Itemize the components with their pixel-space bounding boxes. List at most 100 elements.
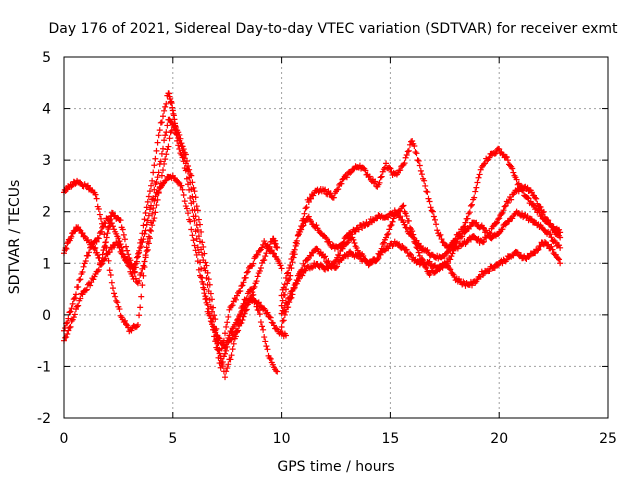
data-point [233, 329, 240, 336]
data-point [253, 278, 260, 285]
data-point [528, 189, 535, 196]
data-point [376, 251, 383, 258]
data-point [352, 228, 359, 235]
data-point [500, 207, 507, 214]
data-point [96, 255, 103, 262]
data-point [163, 177, 170, 184]
data-point [77, 276, 84, 283]
data-point [155, 169, 162, 176]
data-point [386, 226, 393, 233]
data-point [508, 196, 515, 203]
data-point [115, 235, 122, 242]
data-point [428, 207, 435, 214]
data-point [424, 189, 431, 196]
data-point [70, 296, 77, 303]
data-point [124, 256, 131, 263]
data-point [273, 367, 280, 374]
data-point [140, 262, 147, 269]
data-point [547, 220, 554, 227]
data-point [322, 186, 329, 193]
data-point [71, 294, 78, 301]
x-axis-label: GPS time / hours [277, 459, 394, 475]
data-point [439, 239, 446, 246]
data-point [105, 257, 112, 264]
data-point [243, 269, 250, 276]
data-point [532, 206, 539, 213]
data-point [372, 258, 379, 265]
data-point [145, 193, 152, 200]
data-point [540, 208, 547, 215]
data-point [533, 195, 540, 202]
data-point [218, 345, 225, 352]
data-point [284, 300, 291, 307]
data-point [539, 209, 546, 216]
data-point [101, 231, 108, 238]
data-point [218, 359, 225, 366]
data-point [96, 230, 103, 237]
data-point [259, 244, 266, 251]
data-point [256, 311, 263, 318]
data-point [403, 213, 410, 220]
data-point [97, 215, 104, 222]
data-point [146, 206, 153, 213]
data-point [261, 334, 268, 341]
data-point [412, 239, 419, 246]
data-point [114, 299, 121, 306]
data-point [414, 157, 421, 164]
data-point [326, 238, 333, 245]
data-point [225, 313, 232, 320]
data-point [75, 302, 82, 309]
data-point [504, 200, 511, 207]
data-point [318, 262, 325, 269]
data-point [178, 140, 185, 147]
data-point [151, 162, 158, 169]
data-point [262, 253, 269, 260]
data-point [158, 150, 165, 157]
data-point [109, 223, 116, 230]
data-point [254, 251, 261, 258]
data-point [310, 192, 317, 199]
data-point [469, 282, 475, 289]
data-point [426, 258, 433, 265]
data-point [411, 235, 418, 242]
y-tick-label: -1 [37, 359, 51, 375]
data-point [119, 226, 126, 233]
data-point [160, 113, 167, 120]
data-point [195, 233, 202, 240]
data-point [449, 250, 456, 257]
data-point [245, 299, 252, 306]
data-point [255, 299, 262, 306]
data-point [192, 213, 199, 220]
data-point [447, 256, 454, 263]
data-point [253, 303, 260, 310]
data-point [102, 255, 109, 262]
data-point [344, 253, 351, 260]
data-point [498, 211, 505, 218]
data-point [116, 306, 123, 313]
data-point [92, 244, 99, 251]
data-point [545, 217, 552, 224]
data-point [128, 261, 135, 268]
data-point [240, 279, 247, 286]
data-point [401, 160, 408, 167]
data-point [399, 203, 406, 210]
data-point [185, 162, 192, 169]
data-point [141, 230, 148, 237]
data-point [433, 221, 440, 228]
data-point [79, 268, 86, 275]
data-point [118, 244, 125, 251]
data-point [269, 361, 276, 368]
data-point [138, 293, 145, 300]
data-point [504, 157, 511, 164]
data-point [223, 341, 230, 348]
data-point [139, 239, 146, 246]
data-point [278, 265, 285, 272]
data-point [264, 309, 271, 316]
data-point [193, 251, 200, 258]
data-point [322, 234, 329, 241]
data-point [353, 244, 360, 251]
data-point [437, 231, 444, 238]
data-point [509, 215, 516, 222]
data-point [267, 355, 274, 362]
data-point [494, 219, 501, 226]
